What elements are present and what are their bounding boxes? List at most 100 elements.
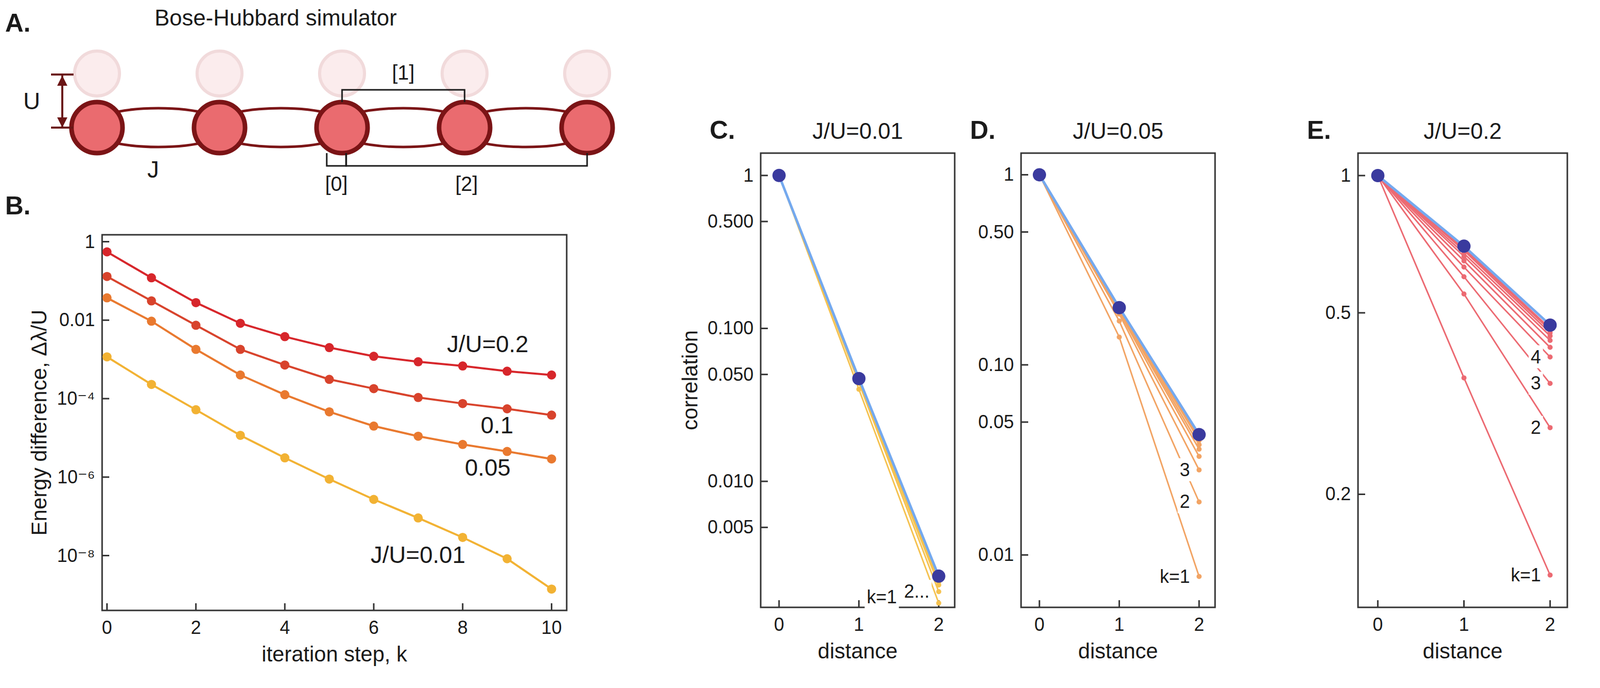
y-tick-label: 0.01 (59, 309, 95, 331)
panel: E.J/U=0.201210.50.2distance432k=1 (1306, 115, 1568, 664)
data-point (1547, 345, 1553, 351)
y-tick (760, 373, 768, 376)
series-line (1039, 174, 1200, 435)
x-tick-label: 2 (933, 614, 944, 636)
data-point (102, 272, 112, 282)
series-labels: 32k=1 (1157, 458, 1193, 589)
diagram-title: Bose-Hubbard simulator (154, 5, 397, 31)
y-tick (760, 327, 768, 330)
panel-letter: E. (1306, 115, 1331, 145)
data-point (1112, 301, 1126, 315)
data-point (191, 298, 201, 308)
series-line (1377, 175, 1550, 326)
y-tick (760, 174, 768, 177)
data-point (147, 316, 157, 326)
data-point (324, 407, 334, 417)
series-line (1039, 174, 1200, 470)
data-point (1461, 291, 1467, 297)
figure: A.Bose-Hubbard simulatorUJ[1][0][2]B.024… (0, 0, 1600, 688)
axes: 01210.500.100.050.01 (978, 163, 1205, 636)
data-point (324, 474, 334, 484)
y-tick (1021, 421, 1029, 423)
series-labels: 432k=1 (1508, 345, 1543, 587)
panel-a: A.Bose-Hubbard simulatorUJ[1][0][2] (5, 5, 613, 196)
series-line (1039, 174, 1200, 502)
data-point (772, 168, 786, 183)
data-point (413, 357, 423, 367)
series-line (107, 298, 552, 460)
x-tick-label: 4 (279, 617, 290, 639)
x-tick (1376, 600, 1379, 608)
label-patch (902, 579, 932, 603)
plot-data (772, 168, 946, 606)
excited-site (564, 51, 610, 96)
series-label: k=1 (1510, 564, 1541, 586)
data-point (457, 532, 468, 543)
series-line (779, 175, 939, 592)
data-point (191, 320, 201, 330)
series-labels: J/U=0.20.10.05J/U=0.01 (370, 330, 529, 569)
series-line (1377, 175, 1550, 358)
y-tick (1021, 554, 1029, 556)
x-tick (462, 603, 464, 611)
j-label: J (147, 156, 160, 183)
data-point (852, 372, 866, 386)
y-tick-label: 1 (1003, 163, 1014, 185)
bracket (346, 153, 588, 166)
chart-title: J/U=0.05 (1072, 118, 1163, 144)
data-point (1196, 499, 1202, 505)
panel: B.024681010.0110⁻⁴10⁻⁶10⁻⁸iteration step… (5, 191, 567, 667)
label-patch (1177, 458, 1193, 482)
series-label: 0.05 (465, 454, 512, 481)
x-tick (550, 603, 553, 611)
y-tick (760, 526, 768, 529)
data-point (413, 513, 423, 523)
series-line (1039, 174, 1200, 457)
data-point (457, 440, 468, 450)
x-tick (106, 603, 108, 611)
data-point (1457, 239, 1471, 253)
data-point (102, 293, 112, 303)
u-arrow-head (57, 117, 68, 128)
y-tick (1358, 174, 1366, 177)
x-tick-label: 1 (1459, 614, 1470, 636)
y-tick-label: 1 (84, 231, 95, 253)
y-tick (760, 480, 768, 483)
series-line (1377, 175, 1550, 428)
data-point (147, 296, 157, 306)
data-point (1461, 274, 1467, 280)
plot-frame (1358, 153, 1568, 608)
data-point (457, 361, 468, 371)
y-tick-label: 0.10 (978, 354, 1014, 376)
x-tick-label: 2 (1194, 614, 1205, 636)
series-line (1377, 175, 1550, 329)
series-line (779, 175, 939, 578)
data-point (1116, 318, 1122, 324)
data-point (936, 600, 942, 606)
plot-data (1032, 167, 1206, 579)
data-point (1192, 427, 1206, 442)
y-tick-label: 0.050 (707, 364, 754, 385)
series-line (779, 175, 939, 604)
label-patch (1157, 565, 1193, 589)
data-point (1116, 334, 1122, 340)
data-point (413, 393, 423, 403)
data-point (147, 379, 157, 390)
series-line (1039, 174, 1200, 439)
plot-frame (102, 234, 567, 611)
x-tick-label: 0 (1034, 614, 1045, 636)
label-patch (1528, 371, 1543, 395)
series-label: k=1 (1159, 566, 1191, 588)
data-point (1547, 425, 1553, 431)
series-line (779, 175, 939, 577)
series-line (107, 276, 552, 416)
data-point (1196, 453, 1202, 459)
y-tick (102, 554, 110, 557)
y-tick-label: 0.5 (1325, 302, 1351, 324)
series-label: 2 (1179, 491, 1191, 513)
y-tick-label: 0.100 (707, 317, 754, 339)
data-point (1543, 318, 1557, 332)
y-tick (1358, 311, 1366, 314)
y-tick-label: 10⁻⁶ (57, 466, 95, 488)
axes: 01210.50.2 (1325, 164, 1556, 636)
